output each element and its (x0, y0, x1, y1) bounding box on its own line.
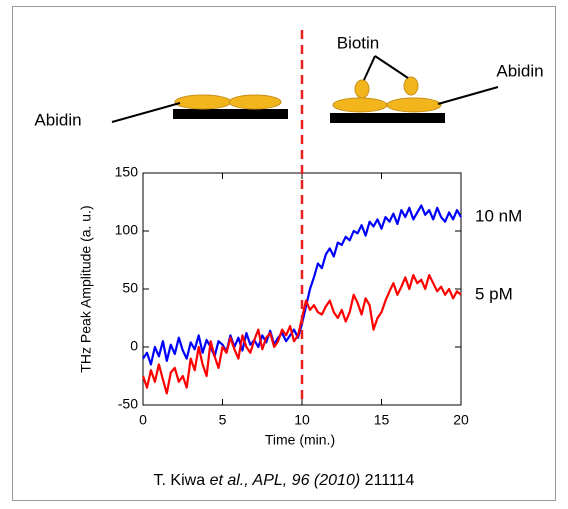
series-label: 10 nM (475, 207, 522, 226)
citation: T. Kiwa et al., APL, 96 (2010) 211114 (154, 472, 415, 489)
avidin (332, 97, 388, 113)
citation-journal: et al., APL, 96 (2010) (210, 472, 361, 489)
y-tick-label: 50 (122, 280, 138, 296)
x-tick-label: 20 (453, 412, 469, 428)
citation-number: 211114 (365, 472, 415, 489)
citation-author: T. Kiwa (154, 472, 206, 489)
y-tick-label: 150 (115, 164, 139, 180)
label: Abidin (496, 61, 543, 80)
pointer (111, 102, 181, 123)
x-tick-label: 5 (219, 412, 227, 428)
substrate (173, 109, 288, 119)
y-tick-label: 100 (115, 222, 139, 238)
pointer (363, 55, 376, 81)
series-label: 5 pM (475, 284, 513, 303)
biotin (403, 76, 419, 96)
x-axis-label: Time (min.) (265, 432, 335, 448)
label: Biotin (337, 33, 380, 52)
frame (12, 6, 556, 501)
x-tick-label: 15 (374, 412, 390, 428)
avidin (386, 97, 442, 113)
biotin (354, 79, 370, 99)
x-tick-label: 0 (139, 412, 147, 428)
avidin (174, 94, 232, 110)
y-tick-label: 0 (130, 338, 138, 354)
y-tick-label: -50 (118, 396, 138, 412)
y-axis-label: THz Peak Amplitude (a. u.) (78, 205, 94, 372)
pointer (437, 86, 499, 105)
pointer (374, 55, 409, 79)
avidin (228, 94, 282, 110)
label: Abidin (34, 110, 81, 129)
x-tick-label: 10 (294, 412, 310, 428)
substrate (330, 113, 445, 123)
